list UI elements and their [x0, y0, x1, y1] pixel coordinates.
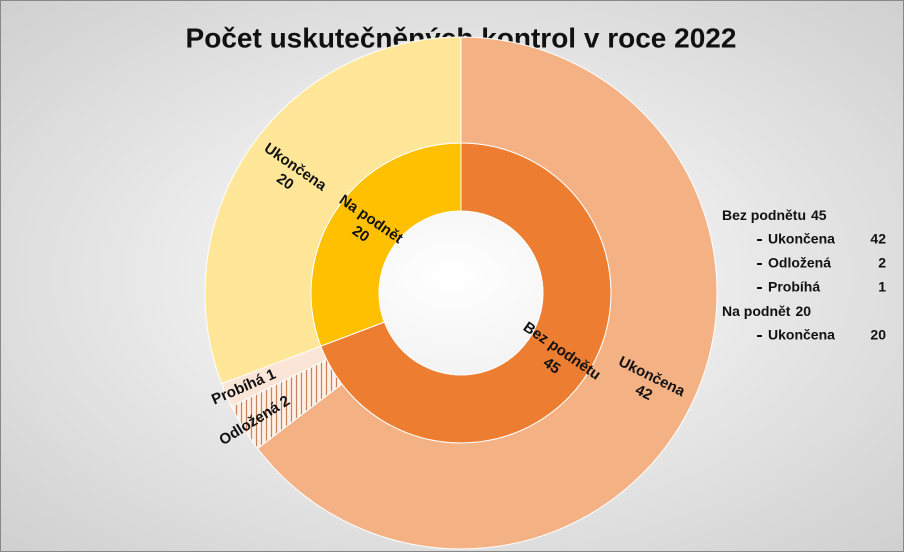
legend-item-value: 20 [870, 327, 886, 343]
legend-item-value: 42 [870, 231, 886, 247]
legend-item-name: Ukončena [768, 327, 835, 343]
legend-item-name: Odložená [768, 255, 831, 271]
label-value: 20 [273, 170, 296, 193]
rings [204, 36, 718, 550]
label-value: 42 [632, 381, 654, 404]
legend-item-value: 1 [878, 279, 886, 295]
label-value: 20 [349, 222, 372, 245]
legend-item-value: 2 [878, 255, 886, 271]
outer-segment [256, 36, 718, 550]
legend-group-value: 45 [811, 207, 827, 223]
outer-segment [204, 36, 462, 385]
legend-group-name: Bez podnětu [722, 207, 806, 223]
legend: Bez podnětu 45 Ukončena 42 Odložená 2 Probíhá 1… [722, 207, 886, 343]
legend-group-name: Na podnět [722, 303, 791, 319]
legend-group-value: 20 [795, 303, 811, 319]
legend-item-name: Probíhá [768, 279, 820, 295]
legend-group: Na podnět 20 [722, 303, 811, 319]
legend-group: Bez podnětu 45 [722, 207, 827, 223]
legend-item-name: Ukončena [768, 231, 835, 247]
label-value: 45 [540, 354, 563, 377]
